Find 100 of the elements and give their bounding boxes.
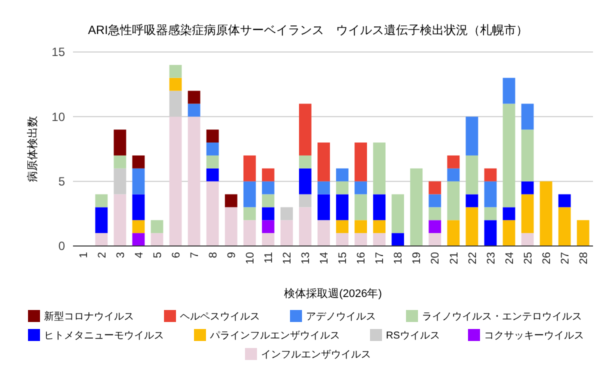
bar	[447, 168, 460, 182]
bar	[188, 104, 200, 117]
bar	[114, 194, 126, 246]
bar	[336, 181, 348, 194]
x-tick-label: 22	[466, 252, 479, 264]
bar	[447, 220, 460, 246]
legend-label: RSウイルス	[386, 330, 440, 342]
bar	[243, 207, 256, 220]
bar	[502, 220, 516, 246]
bar	[132, 155, 145, 168]
bar	[262, 194, 274, 208]
bar	[132, 194, 145, 220]
bar	[132, 220, 145, 234]
bar	[169, 64, 182, 78]
bar	[262, 168, 274, 182]
x-tick-label: 25	[522, 252, 534, 264]
bar	[447, 155, 460, 168]
legend-label: パラインフルエンザウイルス	[209, 330, 340, 342]
bar	[299, 207, 312, 246]
bar	[466, 207, 478, 246]
bar	[262, 233, 274, 246]
bar	[243, 220, 256, 246]
bar	[299, 155, 312, 168]
bar	[410, 168, 423, 246]
x-tick-label: 6	[170, 252, 182, 258]
x-tick-label: 7	[188, 252, 201, 258]
legend-label: コクサッキーウイルス	[484, 330, 584, 342]
bar	[484, 207, 497, 220]
bar	[114, 130, 126, 156]
x-tick-label: 4	[133, 252, 146, 258]
bar	[392, 233, 404, 246]
legend-label: ライノウイルス・エンテロウイルス	[422, 312, 582, 322]
x-axis-title: 検体採取週(2026年)	[284, 288, 382, 300]
bar	[169, 78, 182, 91]
bar	[262, 207, 274, 220]
x-tick-label: 1	[78, 252, 90, 258]
bar	[336, 220, 348, 234]
bar	[188, 90, 200, 104]
x-tick-label: 21	[448, 252, 460, 264]
x-tick-label: 28	[578, 252, 590, 264]
bar	[95, 233, 108, 246]
bar	[150, 220, 164, 234]
bar	[428, 233, 442, 246]
bar	[354, 233, 367, 246]
bar	[299, 168, 312, 194]
bar	[484, 181, 497, 208]
bar	[336, 194, 348, 220]
bar	[521, 104, 534, 130]
bar	[428, 194, 442, 208]
bar	[95, 194, 108, 208]
bar	[132, 233, 145, 246]
bar	[521, 181, 534, 194]
x-tick-label: 13	[300, 252, 312, 264]
y-tick-label: 5	[58, 174, 66, 189]
bar	[540, 181, 552, 246]
x-tick-label: 8	[207, 252, 220, 258]
x-tick-label: 17	[374, 252, 386, 264]
bar	[336, 168, 348, 182]
bar	[318, 194, 330, 220]
legend-label: ヒトメタニューモウイルス	[44, 330, 164, 342]
bar	[318, 181, 330, 194]
x-tick-label: 15	[337, 252, 350, 264]
bar	[484, 220, 497, 246]
bar	[354, 220, 367, 234]
bar	[206, 142, 219, 156]
bar	[262, 181, 274, 194]
legend-label: 新型コロナウイルス	[44, 310, 134, 322]
bar	[243, 155, 256, 182]
bar	[447, 181, 460, 220]
x-tick-label: 9	[226, 252, 238, 258]
x-tick-label: 5	[152, 252, 164, 258]
bar	[132, 168, 145, 194]
x-tick-label: 23	[485, 252, 498, 264]
bar	[224, 207, 238, 246]
bar	[95, 207, 108, 234]
bar	[243, 181, 256, 208]
bar	[373, 220, 386, 234]
bar	[484, 168, 497, 182]
x-tick-label: 2	[96, 252, 108, 258]
bar	[428, 220, 442, 234]
bar	[521, 130, 534, 182]
x-tick-label: 27	[559, 252, 572, 264]
bar	[373, 233, 386, 246]
bar	[336, 233, 348, 246]
bar	[502, 78, 516, 104]
bar	[280, 220, 293, 246]
bar	[502, 207, 516, 220]
bar	[373, 194, 386, 220]
bar	[354, 194, 367, 220]
bar	[466, 116, 478, 156]
bar	[558, 207, 571, 246]
bar	[318, 142, 330, 182]
x-tick-label: 16	[356, 252, 368, 264]
x-tick-label: 26	[540, 252, 553, 264]
bar	[354, 181, 367, 194]
bar	[299, 104, 312, 156]
bar	[466, 155, 478, 194]
bar	[169, 116, 182, 246]
bar	[558, 194, 571, 208]
y-tick-label: 15	[52, 45, 66, 60]
